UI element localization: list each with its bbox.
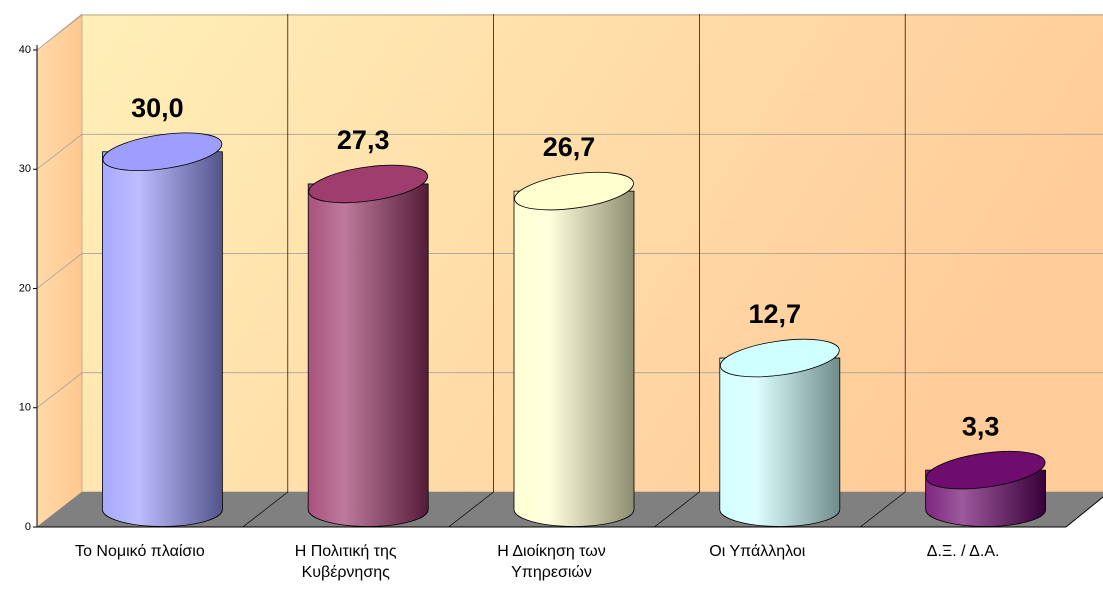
cylinder-top — [719, 338, 840, 378]
floor-edge — [1065, 496, 1103, 528]
x-tick-label: Δ.Ξ. / Δ.Α. — [926, 543, 1000, 560]
x-tick-label: Η Διοίκηση των Υπηρεσιών — [497, 543, 606, 581]
cylinder-body — [102, 151, 223, 527]
cylinder — [307, 164, 429, 527]
y-tick-label: 40 — [19, 44, 31, 56]
data-label: 30,0 — [131, 93, 184, 123]
cylinder-top — [925, 450, 1046, 490]
y-tick-label: 10 — [19, 402, 31, 414]
x-tick-label: Οι Υπάλληλοι — [709, 543, 806, 560]
grid-line — [36, 14, 1103, 51]
cylinder — [513, 171, 635, 527]
y-tick-label: 30 — [19, 163, 31, 175]
cylinder-top — [308, 164, 429, 204]
grid-line — [36, 253, 1103, 289]
data-label: 12,7 — [749, 299, 802, 329]
divider — [448, 14, 494, 528]
cylinder-top — [514, 171, 634, 211]
cylinder — [102, 132, 223, 527]
cylinder-body — [307, 183, 429, 527]
x-tick-label: Η Πολιτική της Κυβέρνησης — [294, 543, 397, 581]
cylinder — [925, 450, 1046, 527]
grid-line — [36, 133, 1103, 170]
x-tick-label: Το Νομικό πλαίσιο — [75, 543, 205, 560]
side-wall — [36, 13, 83, 528]
y-tick-label: 0 — [25, 521, 31, 533]
data-label: 3,3 — [962, 411, 1000, 441]
y-tick-label: 20 — [19, 282, 31, 294]
cylinder-body — [719, 357, 841, 527]
divider — [654, 14, 700, 528]
divider — [242, 14, 289, 528]
data-label: 27,3 — [337, 125, 390, 155]
cylinder — [719, 338, 841, 527]
data-label: 26,7 — [543, 132, 596, 162]
cylinder-top — [102, 132, 223, 171]
divider — [859, 14, 906, 528]
cylinder-body — [513, 190, 635, 527]
